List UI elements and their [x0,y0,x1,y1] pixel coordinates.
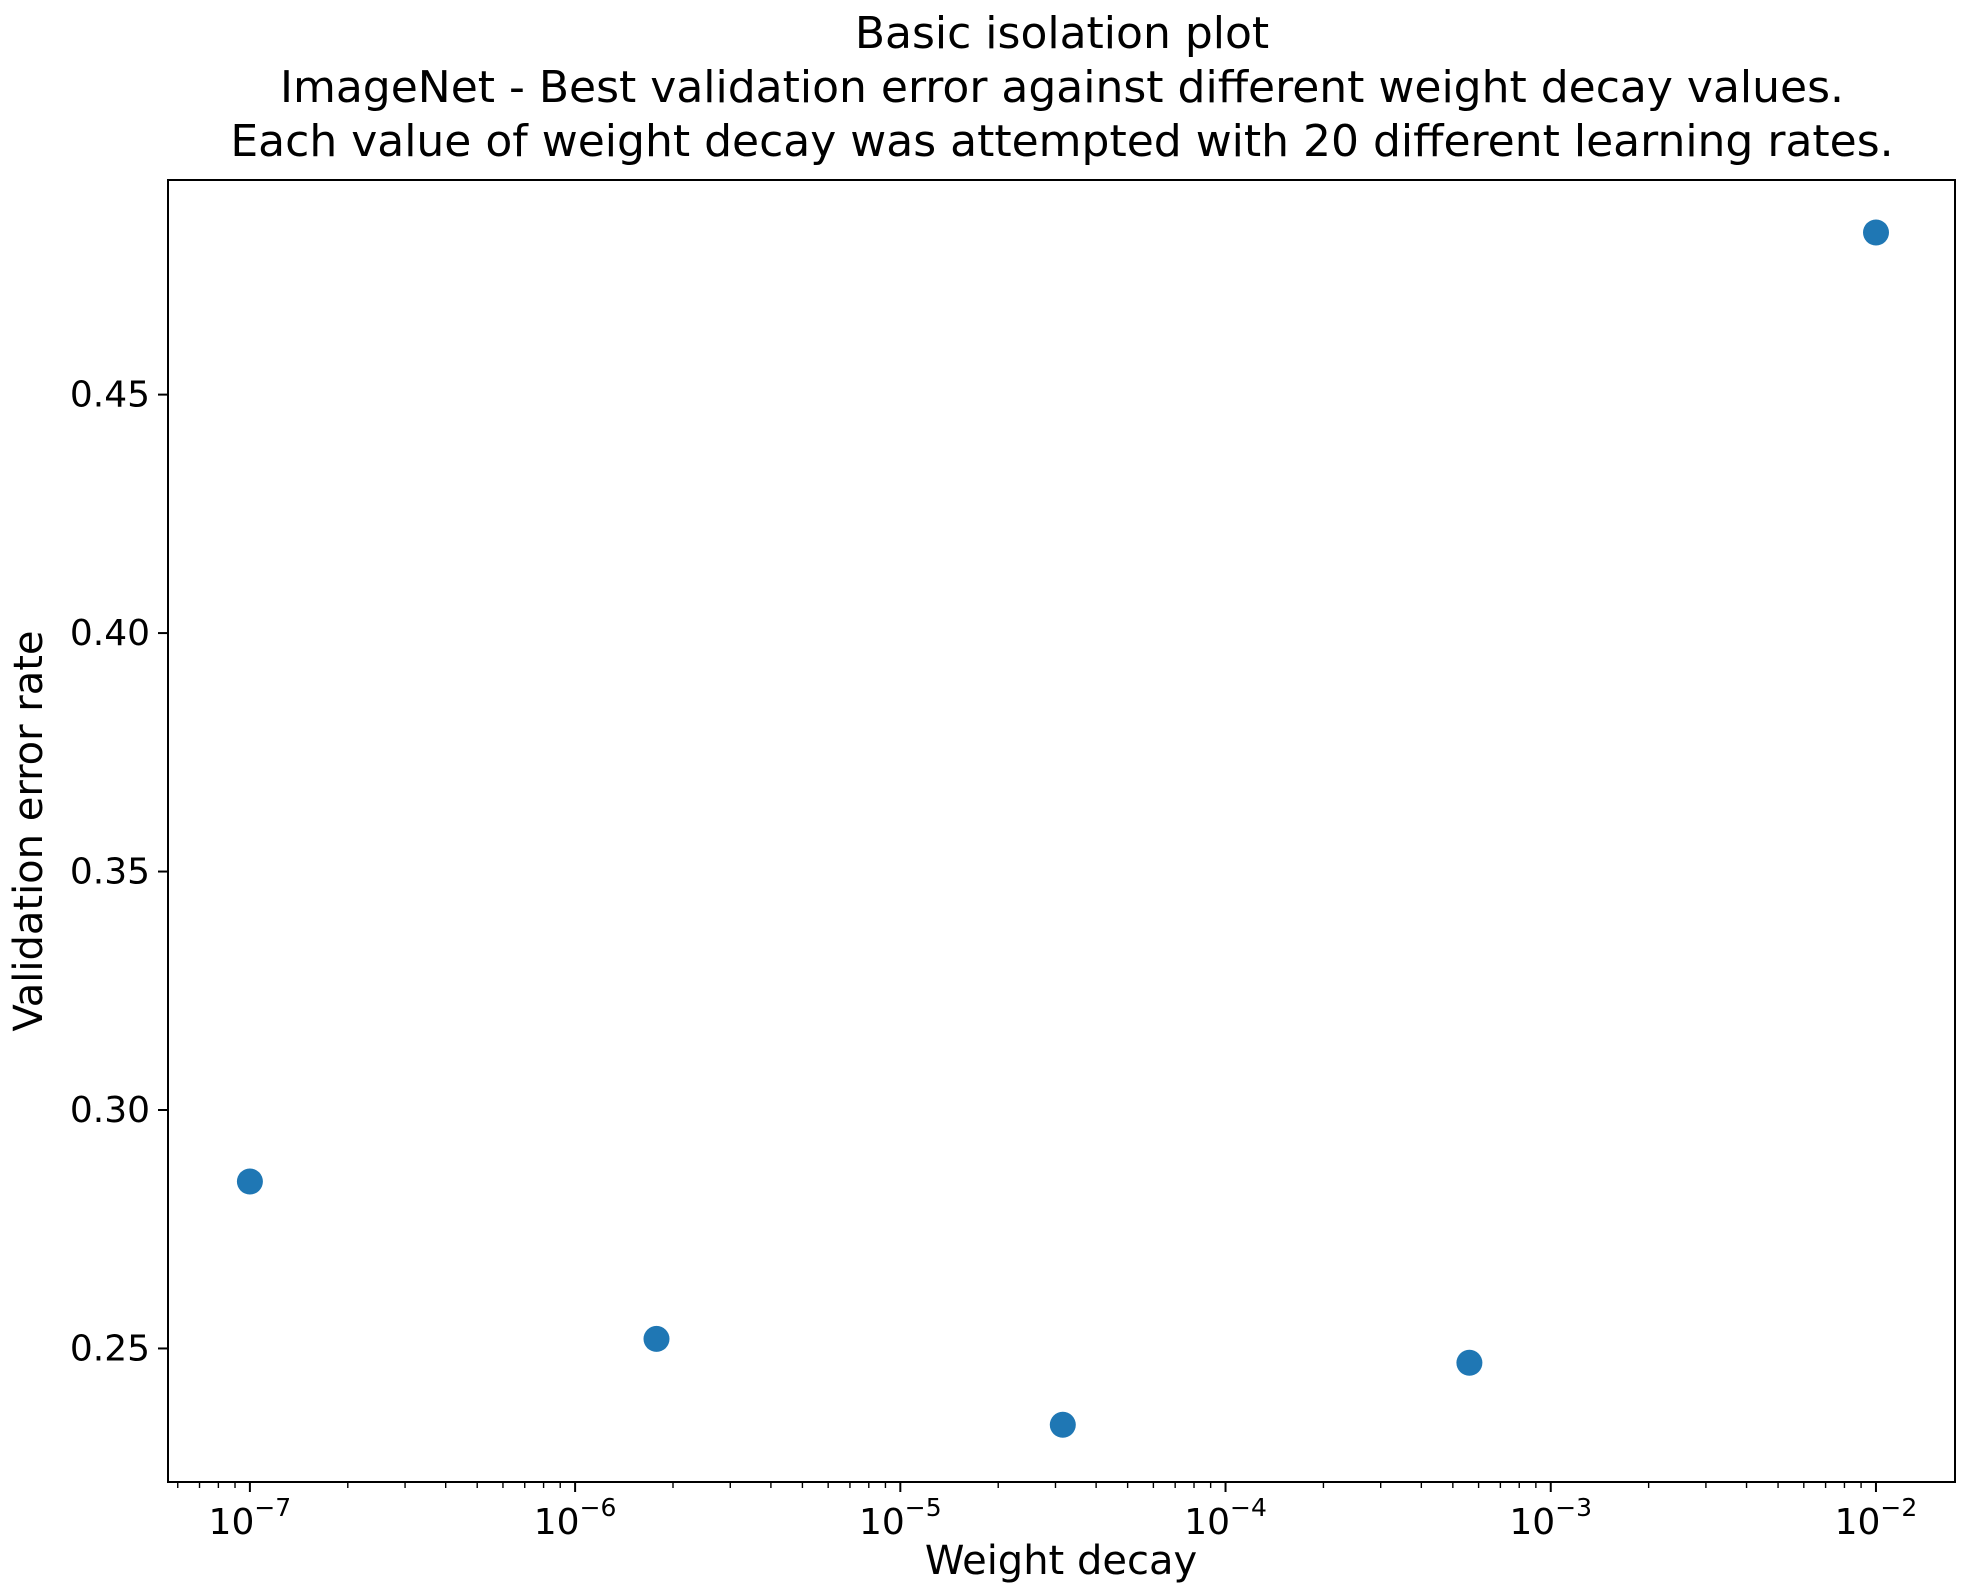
x-tick-label: 10−5 [859,1493,942,1543]
y-axis-label: Validation error rate [6,630,52,1031]
x-tick-label: 10−6 [534,1493,617,1543]
y-tick-label: 0.40 [70,613,150,654]
x-tick-label: 10−3 [1509,1493,1592,1543]
data-point [1456,1349,1483,1376]
scatter-points [236,219,1889,1438]
y-tick-label: 0.45 [70,375,150,416]
x-tick-label: 10−2 [1835,1493,1918,1543]
y-tick-label: 0.30 [70,1090,150,1131]
x-tick-label: 10−4 [1184,1493,1267,1543]
title-line-2: ImageNet - Best validation error against… [280,62,1844,113]
plot-border [167,179,1956,1483]
title-line-1: Basic isolation plot [855,8,1269,59]
axes-ticks: 0.25 0.30 0.35 0.40 0.45 10−7 10−6 10−5 10−4 10−3… [70,375,1917,1543]
x-tick-label: 10−7 [209,1493,292,1543]
data-point [236,1168,263,1195]
data-point [1049,1411,1076,1438]
chart-title: Basic isolation plot ImageNet - Best val… [230,8,1893,167]
data-point [643,1325,670,1352]
title-line-3: Each value of weight decay was attempted… [230,116,1893,167]
x-axis-label: Weight decay [925,1538,1197,1584]
y-tick-label: 0.35 [70,852,150,893]
data-point [1863,219,1889,246]
y-tick-label: 0.25 [70,1328,150,1369]
